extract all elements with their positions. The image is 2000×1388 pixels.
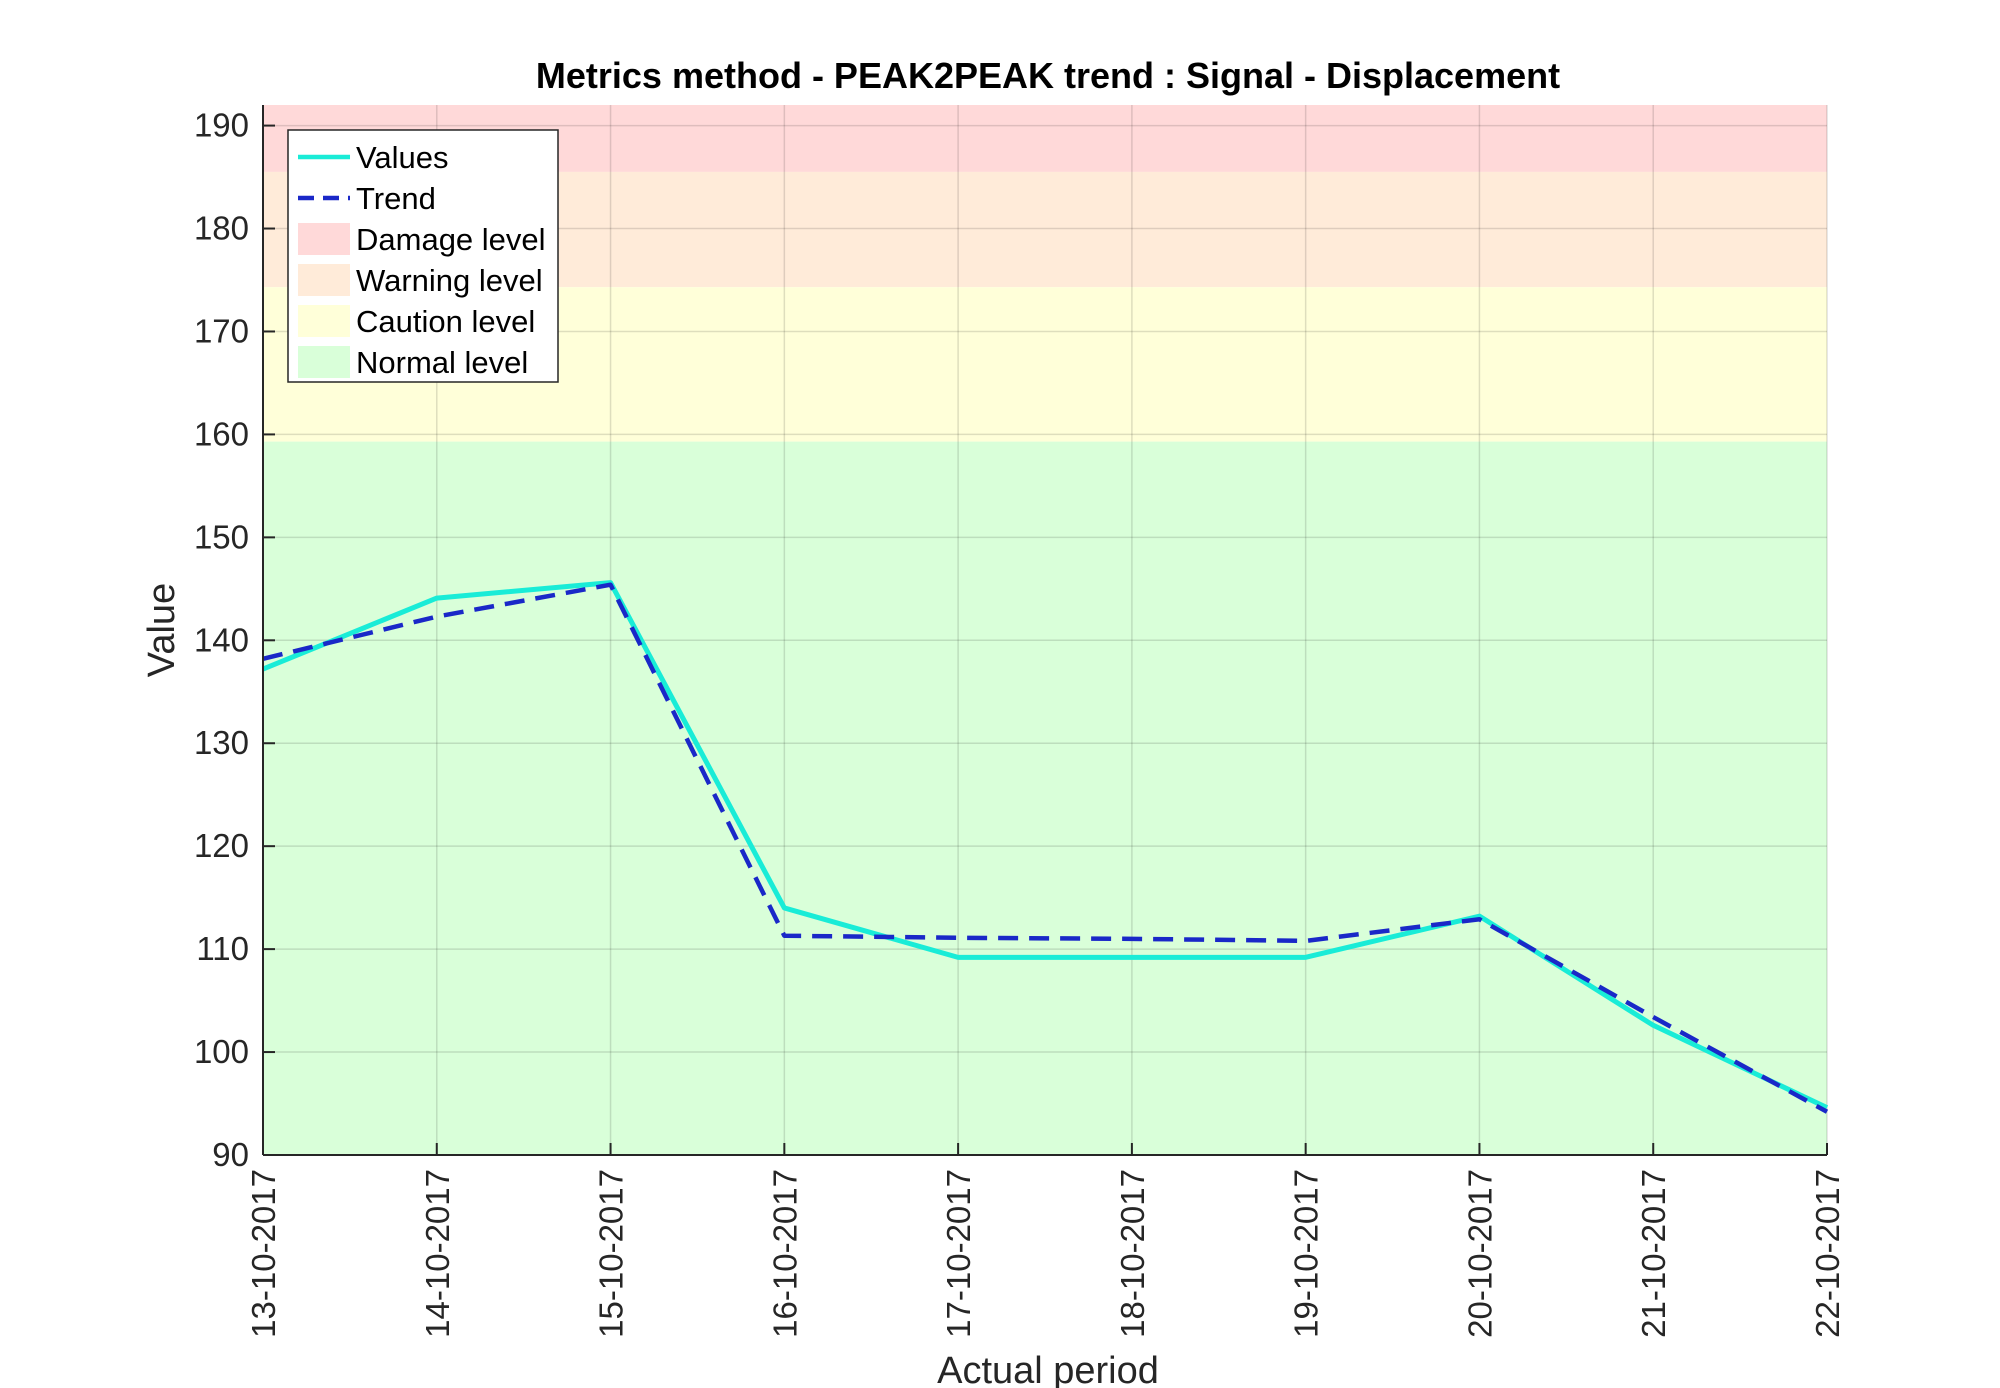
x-axis-label: Actual period (937, 1350, 1159, 1388)
y-tick-labels: 90 100 110 120 130 140 150 160 170 180 190 (194, 107, 249, 1173)
legend-label-damage-level: Damage level (356, 222, 546, 257)
legend-swatch-damage-level (298, 223, 350, 255)
legend-label-values: Values (356, 140, 449, 175)
legend-label-trend: Trend (356, 181, 436, 216)
legend-label-caution-level: Caution level (356, 304, 535, 339)
x-tick-label: 15-10-2017 (593, 1169, 630, 1338)
x-tick-label: 19-10-2017 (1288, 1169, 1325, 1338)
y-axis-label: Value (141, 583, 183, 677)
x-tick-label: 14-10-2017 (419, 1169, 456, 1338)
legend-swatch-warning-level (298, 264, 350, 296)
y-tick-label: 110 (196, 930, 249, 967)
y-tick-label: 130 (194, 724, 249, 761)
x-tick-label: 21-10-2017 (1635, 1169, 1672, 1338)
y-tick-label: 140 (194, 621, 249, 658)
x-tick-label: 18-10-2017 (1114, 1169, 1151, 1338)
y-tick-label: 160 (194, 415, 249, 452)
legend-box (287, 129, 559, 383)
x-tick-label: 22-10-2017 (1809, 1169, 1846, 1338)
x-tick-label: 13-10-2017 (245, 1169, 282, 1338)
legend: Values Trend Damage level Warning level Caut… (287, 129, 559, 383)
x-tick-label: 16-10-2017 (766, 1169, 803, 1338)
legend-label-warning-level: Warning level (356, 263, 543, 298)
series-trend (262, 582, 1829, 1114)
axes (262, 105, 1828, 1156)
chart-title: Metrics method - PEAK2PEAK trend : Signa… (536, 55, 1560, 96)
y-tick-label: 100 (194, 1033, 249, 1070)
x-tick-label: 17-10-2017 (940, 1169, 977, 1338)
y-tick-label: 180 (194, 210, 249, 247)
band-normal-level (263, 441, 1827, 1155)
y-tick-label: 90 (212, 1136, 249, 1173)
legend-swatch-caution-level (298, 305, 350, 337)
threshold-bands (263, 105, 1827, 1155)
x-tick-labels: 13-10-2017 14-10-2017 15-10-2017 16-10-2017… (245, 1169, 1846, 1338)
x-tick-label: 20-10-2017 (1461, 1169, 1498, 1338)
series-values (262, 580, 1829, 1110)
legend-label-normal-level: Normal level (356, 345, 528, 380)
y-tick-label: 190 (194, 107, 249, 144)
legend-swatch-normal-level (298, 346, 350, 378)
y-tick-label: 150 (194, 518, 249, 555)
y-tick-label: 170 (194, 312, 249, 349)
y-tick-label: 120 (194, 827, 249, 864)
series-lines (262, 580, 1829, 1114)
